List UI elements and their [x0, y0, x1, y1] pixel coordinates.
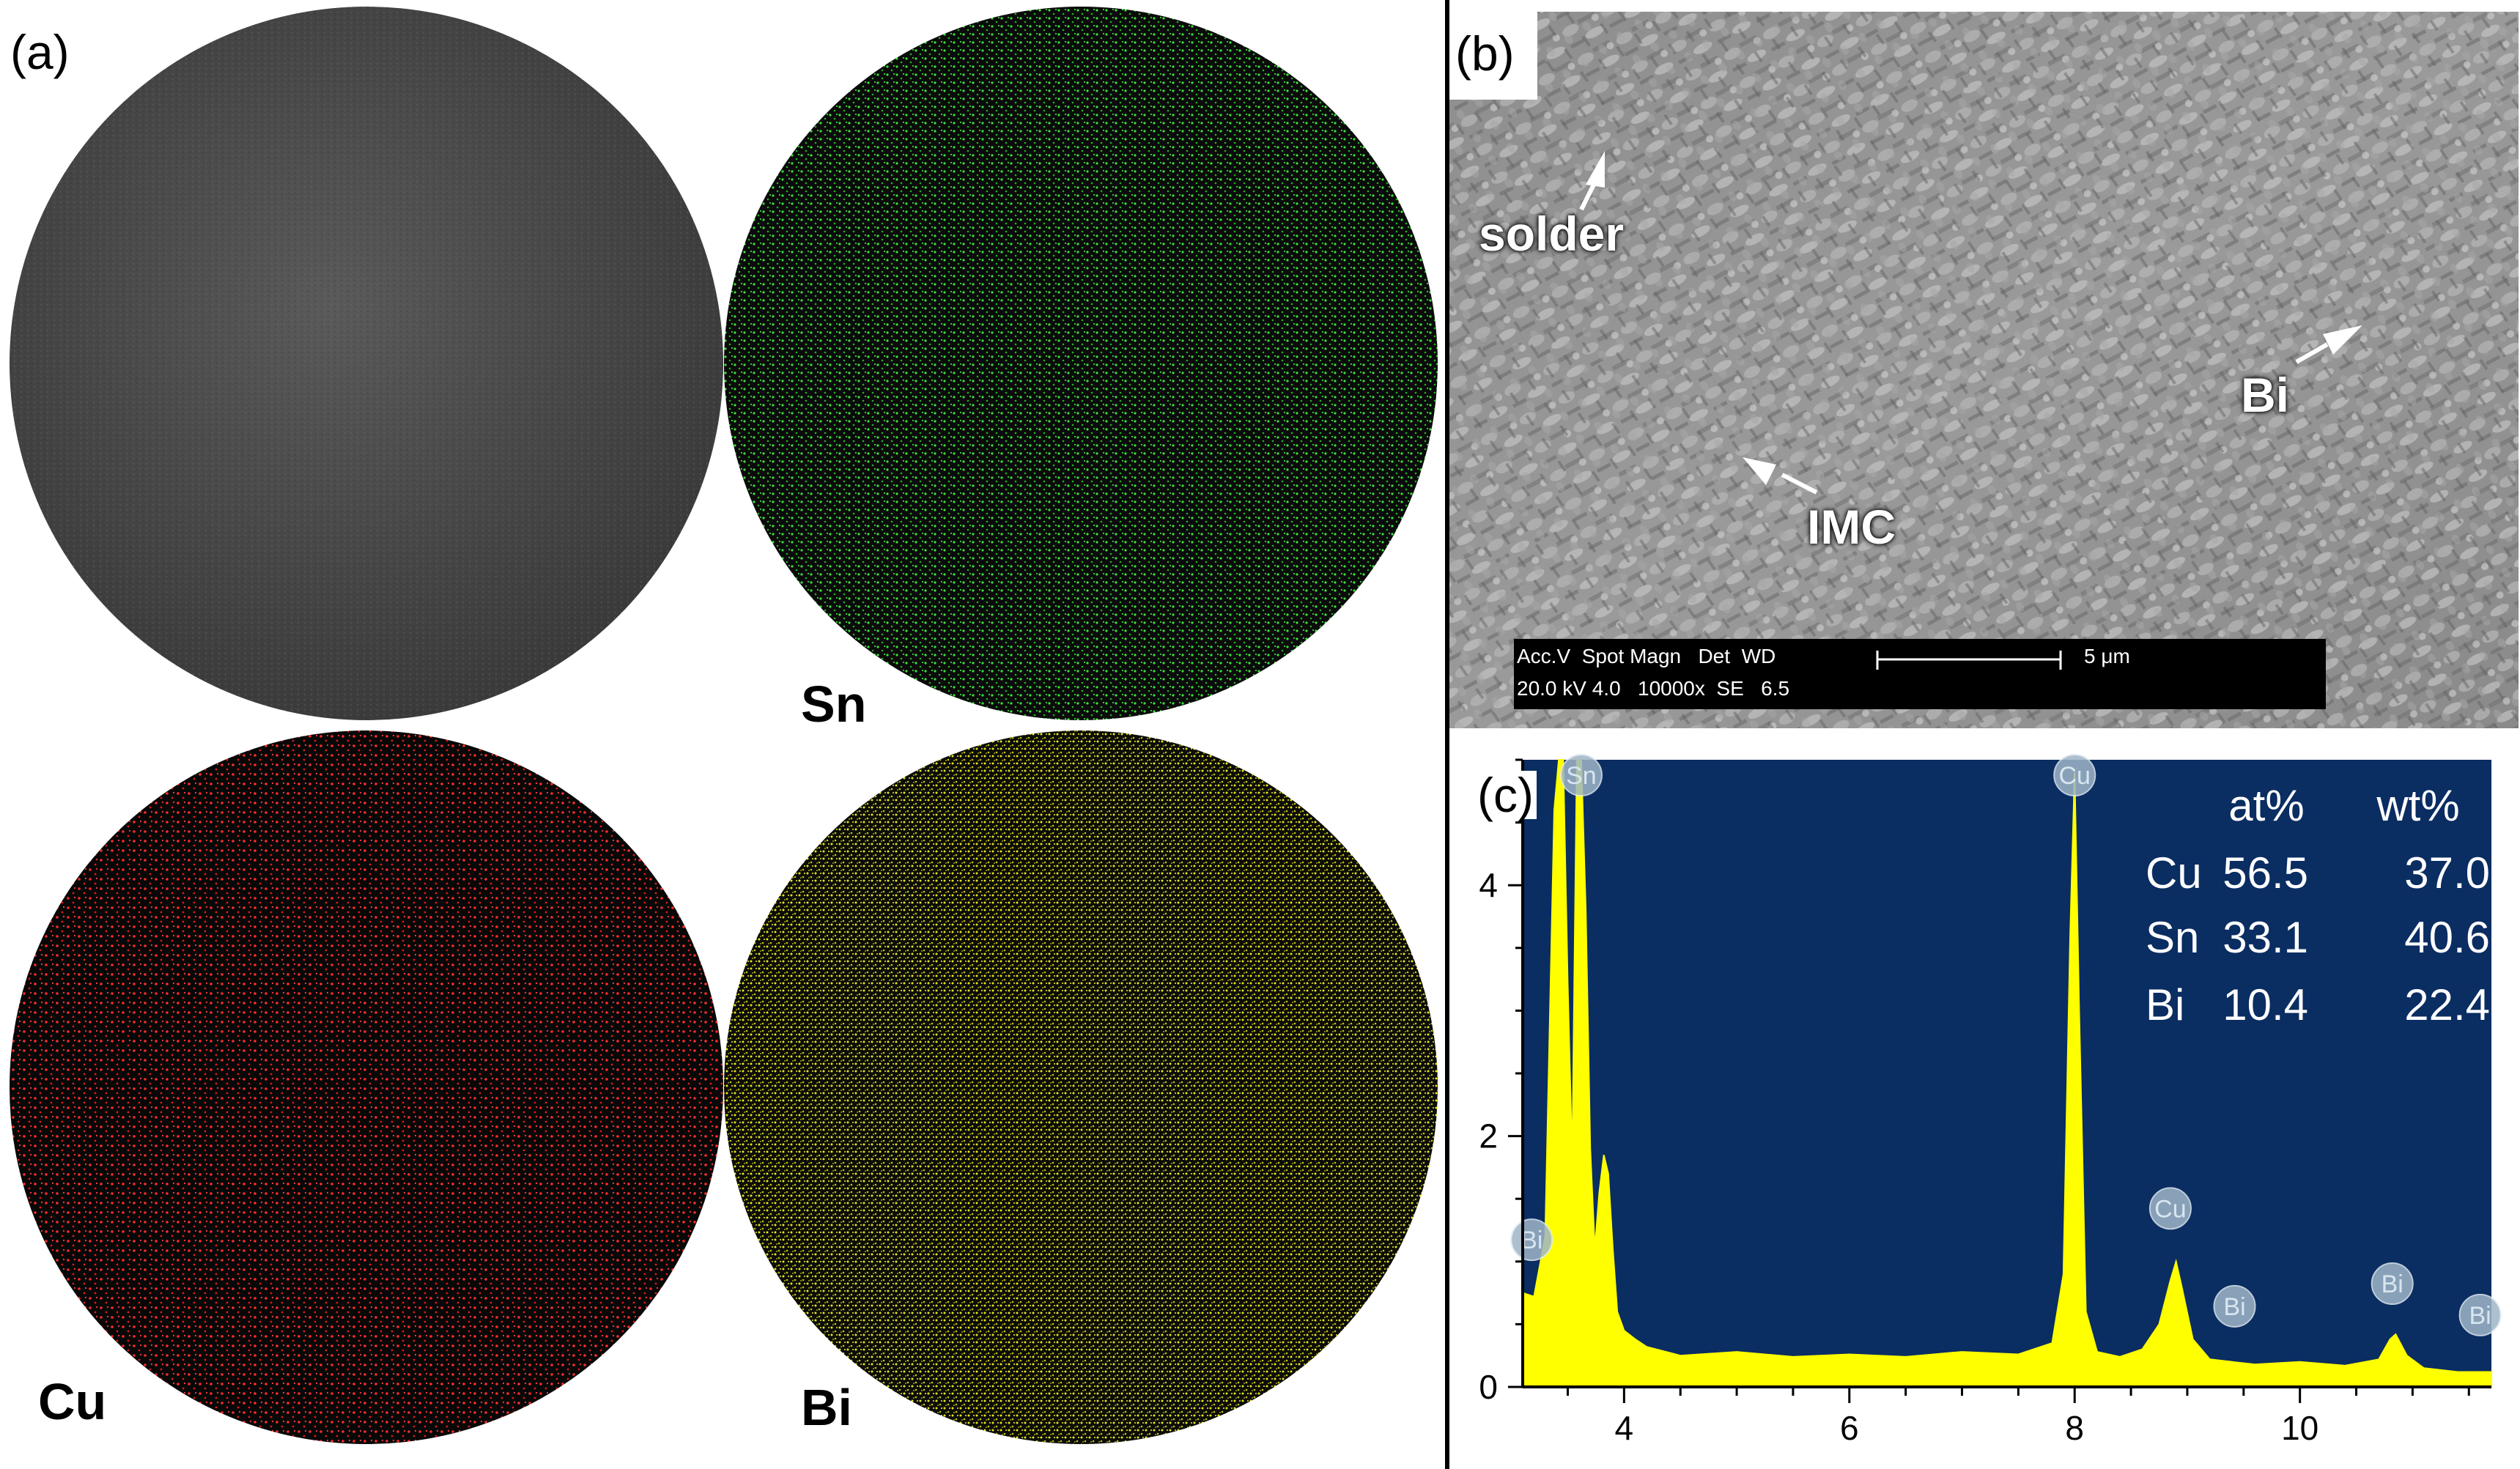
peak-label-2: Cu [2058, 762, 2090, 790]
table-sn-wt: 40.6 [2404, 913, 2490, 962]
peak-marker-6 [2458, 1293, 2502, 1336]
imc-label: IMC [1807, 500, 1896, 554]
panel-c-letter: (c) [1474, 771, 1537, 819]
peak-marker-1 [1559, 754, 1603, 796]
sem-databar: Acc.V Spot Magn Det WD 20.0 kV 4.0 10000… [1514, 639, 2326, 709]
table-header-at: at% [2228, 781, 2304, 830]
peak-label-5: Bi [2382, 1270, 2403, 1298]
peak-label-4: Bi [2223, 1293, 2245, 1321]
eds-spectrum-chart: Bi Sn Cu Cu Bi Bi Bi 4 6 8 10 0 2 4 at% wt% Cu 56.5 … [1479, 754, 2502, 1447]
table-cu-wt: 37.0 [2404, 848, 2490, 898]
peak-label-0: Bi [1521, 1226, 1542, 1254]
scale-bar-label: 5 μm [2084, 645, 2130, 667]
peak-marker-5 [2371, 1262, 2414, 1306]
databar-row2: 20.0 kV 4.0 10000x SE 6.5 [1517, 677, 1790, 700]
peak-marker-2 [2053, 754, 2096, 796]
sem-overview-map [10, 7, 723, 720]
panel-a: (a) [10, 7, 1438, 1444]
cu-map [10, 730, 723, 1444]
imc-arrow [1743, 457, 1818, 495]
peak-label-6: Bi [2469, 1302, 2491, 1330]
bi-arrow [2295, 325, 2362, 364]
eds-plot-background [1523, 760, 2491, 1387]
cu-map-label: Cu [38, 1373, 107, 1430]
table-sn-at: 33.1 [2222, 913, 2308, 962]
bi-map-label: Bi [801, 1379, 852, 1436]
bi-map [724, 730, 1438, 1444]
sn-map [724, 7, 1438, 720]
panel-divider [1445, 0, 1449, 1469]
x-tick-label: 8 [2065, 1409, 2084, 1447]
solder-label: solder [1479, 207, 1625, 261]
table-bi-wt: 22.4 [2404, 980, 2490, 1029]
x-tick-label: 4 [1615, 1409, 1634, 1447]
scale-bar [1876, 651, 2062, 670]
table-sn-label: Sn [2146, 913, 2199, 962]
panel-c: Bi Sn Cu Cu Bi Bi Bi 4 6 8 10 0 2 4 at% wt% Cu 56.5 … [1449, 733, 2520, 1469]
panel-a-letter: (a) [10, 25, 70, 79]
element-maps [10, 7, 1438, 1444]
table-cu-at: 56.5 [2222, 848, 2308, 898]
solder-arrow [1579, 151, 1605, 211]
composition-table: at% wt% Cu 56.5 37.0 Sn 33.1 40.6 Bi 10.… [2146, 781, 2490, 1029]
x-tick-label: 6 [1840, 1409, 1859, 1447]
table-header-wt: wt% [2376, 781, 2459, 830]
y-tick-label: 0 [1479, 1368, 1498, 1406]
panel-b: (b) solder Bi IMC [1449, 12, 2519, 728]
x-tick-label: 10 [2281, 1409, 2318, 1447]
bi-label: Bi [2241, 368, 2289, 422]
panel-b-letter: (b) [1455, 26, 1515, 81]
sn-map-label: Sn [801, 676, 867, 733]
peak-marker-3 [2148, 1187, 2192, 1230]
table-bi-at: 10.4 [2222, 980, 2308, 1029]
table-bi-label: Bi [2146, 980, 2184, 1029]
y-tick-label: 4 [1479, 866, 1498, 904]
table-cu-label: Cu [2146, 848, 2202, 898]
peak-label-1: Sn [1566, 762, 1597, 790]
databar-row1: Acc.V Spot Magn Det WD [1517, 645, 1776, 667]
sem-micrograph [1449, 12, 2519, 728]
y-tick-label: 2 [1479, 1117, 1498, 1155]
peak-label-3: Cu [2154, 1195, 2186, 1223]
peak-marker-4 [2213, 1284, 2256, 1328]
